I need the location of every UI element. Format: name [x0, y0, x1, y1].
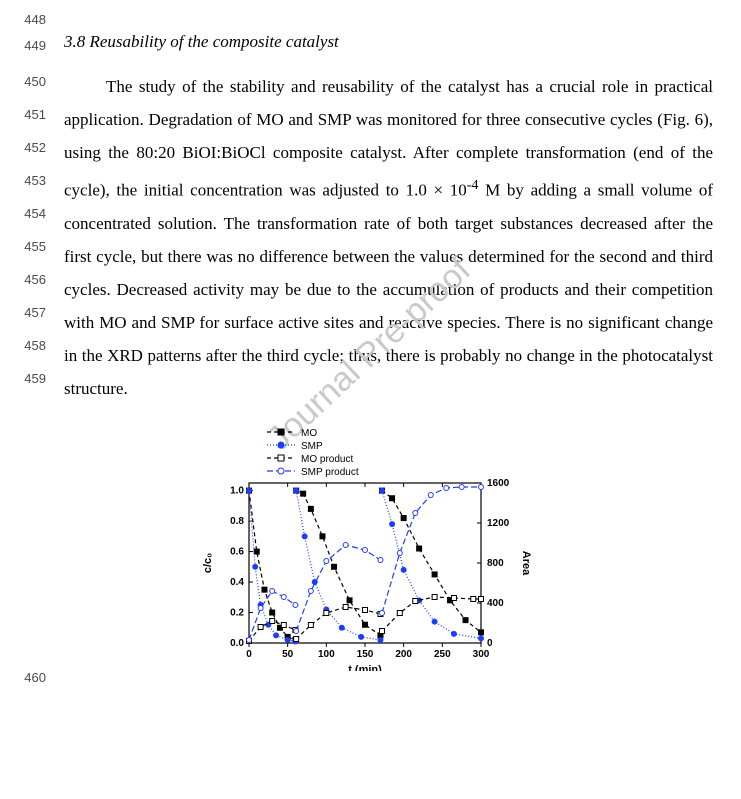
line-number: 452	[6, 140, 46, 155]
section-heading: 3.8 Reusability of the composite catalys…	[64, 32, 713, 52]
line-number: 455	[6, 239, 46, 254]
svg-text:0.0: 0.0	[230, 638, 244, 649]
svg-text:1200: 1200	[487, 518, 510, 529]
svg-text:250: 250	[433, 649, 450, 660]
svg-text:200: 200	[395, 649, 412, 660]
svg-text:400: 400	[487, 598, 504, 609]
svg-text:1.0: 1.0	[230, 485, 244, 496]
line-number: 448	[6, 12, 46, 27]
svg-text:MO product: MO product	[301, 454, 353, 465]
line-number: 456	[6, 272, 46, 287]
svg-text:SMP product: SMP product	[301, 467, 359, 478]
body-paragraph: The study of the stability and reusabili…	[64, 70, 713, 405]
svg-text:0.8: 0.8	[230, 516, 244, 527]
svg-text:800: 800	[487, 558, 504, 569]
svg-text:0.6: 0.6	[230, 546, 244, 557]
svg-text:50: 50	[282, 649, 294, 660]
line-number: 450	[6, 74, 46, 89]
reusability-chart: 0 50 100 150 200 250 300 0.0 0.2 0.4 0.6 0.8 1.0 0 400…	[177, 421, 537, 671]
svg-text:0: 0	[246, 649, 252, 660]
svg-text:1600: 1600	[487, 478, 510, 489]
line-number: 459	[6, 371, 46, 386]
svg-text:MO: MO	[301, 428, 317, 439]
page: 448 449 450 451 452 453 454 455 456 457 …	[0, 0, 741, 691]
line-number: 449	[6, 38, 46, 53]
line-number: 457	[6, 305, 46, 320]
line-number: 454	[6, 206, 46, 221]
svg-text:c/c₀: c/c₀	[202, 552, 214, 572]
line-number: 460	[6, 670, 46, 685]
svg-text:0: 0	[487, 638, 493, 649]
line-number: 453	[6, 173, 46, 188]
svg-text:t (min): t (min)	[348, 664, 382, 671]
svg-text:300: 300	[472, 649, 489, 660]
line-number: 458	[6, 338, 46, 353]
svg-text:0.2: 0.2	[230, 607, 244, 618]
svg-text:100: 100	[317, 649, 334, 660]
line-number: 451	[6, 107, 46, 122]
svg-text:0.4: 0.4	[230, 577, 244, 588]
svg-text:150: 150	[356, 649, 373, 660]
chart-svg: 0 50 100 150 200 250 300 0.0 0.2 0.4 0.6 0.8 1.0 0 400…	[177, 421, 537, 671]
svg-text:Area: Area	[520, 550, 532, 575]
paragraph-superscript: -4	[467, 177, 479, 193]
paragraph-text-2: M by adding a small volume of concentrat…	[64, 181, 713, 398]
svg-text:SMP: SMP	[301, 441, 323, 452]
